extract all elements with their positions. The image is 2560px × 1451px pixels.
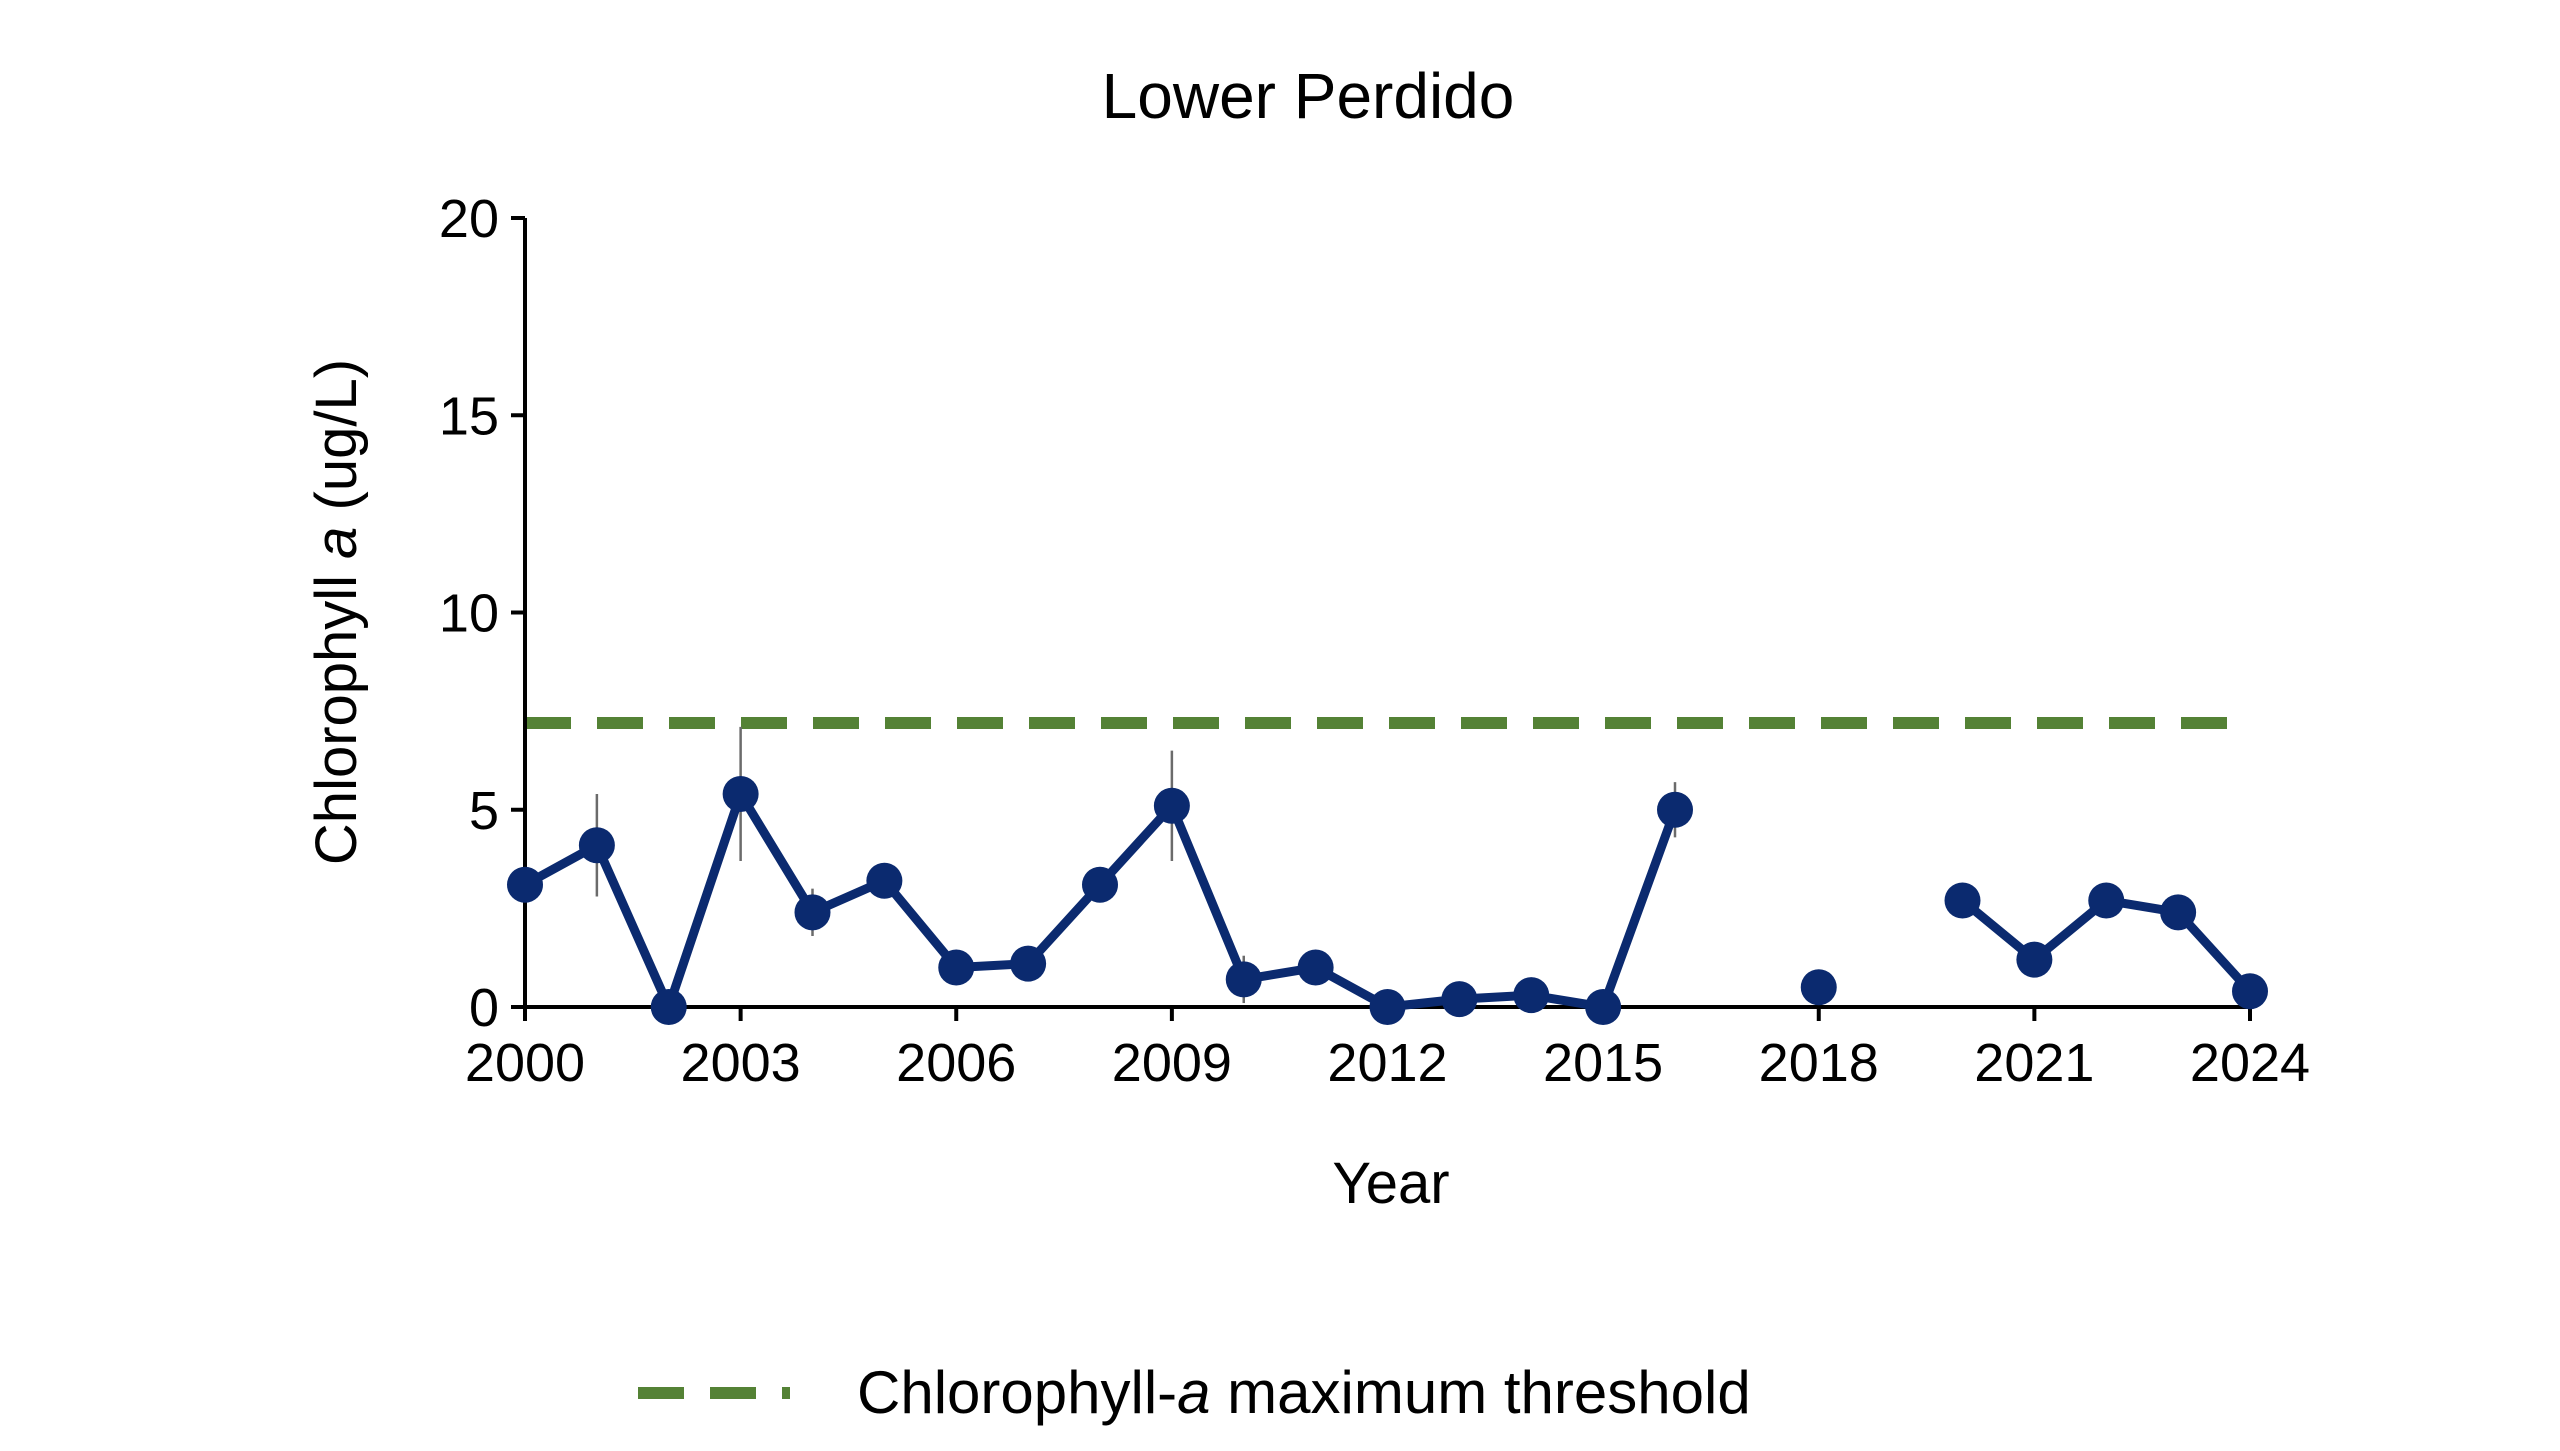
y-tick-label: 5	[469, 781, 499, 841]
data-point	[1082, 866, 1118, 903]
x-axis-title: Year	[1332, 1151, 1449, 1216]
y-axis-title-italic: a	[304, 527, 369, 559]
data-point	[938, 949, 975, 986]
y-axis-title-suffix: (ug/L)	[304, 359, 369, 527]
legend-threshold-label: Chlorophyll-a maximum threshold	[857, 1359, 1751, 1426]
data-point	[1153, 787, 1190, 824]
legend-label-suffix: maximum threshold	[1211, 1359, 1751, 1426]
legend: Chlorophyll-a maximum threshold	[638, 1359, 1751, 1426]
y-axis-title-prefix: Chlorophyll	[304, 559, 369, 865]
data-point	[2232, 973, 2268, 1010]
x-tick-label: 2021	[1974, 1033, 2094, 1093]
data-point	[2016, 941, 2053, 978]
chart-title: Lower Perdido	[1102, 60, 1515, 132]
y-axis-title: Chlorophyll a (ug/L)	[304, 359, 369, 865]
y-tick-label: 0	[469, 978, 499, 1038]
x-tick-label: 2024	[2190, 1033, 2310, 1093]
data-point	[2160, 894, 2197, 931]
series-layer	[507, 726, 2268, 1025]
data-point	[1944, 882, 1981, 919]
data-point	[1800, 969, 1837, 1006]
x-tick-label: 2012	[1327, 1033, 1447, 1093]
x-tick-label: 2000	[465, 1033, 585, 1093]
y-tick-label: 20	[439, 189, 499, 249]
x-tick-label: 2006	[896, 1033, 1016, 1093]
x-tick-label: 2009	[1112, 1033, 1232, 1093]
data-point	[1010, 945, 1047, 982]
data-point	[1441, 981, 1478, 1018]
data-point	[794, 894, 831, 931]
x-tick-label: 2003	[681, 1033, 801, 1093]
data-point	[507, 866, 543, 903]
data-point	[650, 989, 687, 1025]
data-point	[2088, 882, 2125, 919]
data-point	[1297, 949, 1334, 986]
data-point	[578, 827, 615, 864]
data-point	[1369, 989, 1406, 1025]
data-point	[1585, 989, 1622, 1025]
legend-label-prefix: Chlorophyll-	[857, 1359, 1177, 1426]
data-point	[1657, 791, 1693, 828]
x-tick-label: 2018	[1759, 1033, 1879, 1093]
y-tick-label: 15	[439, 386, 499, 446]
x-tick-label: 2015	[1543, 1033, 1663, 1093]
data-point	[866, 862, 903, 899]
axes-layer: 0 5 10 15 20 2000 2003 2006 2009 2012 2015 2018 2021…	[439, 189, 2310, 1093]
data-point	[1225, 961, 1262, 998]
y-tick-label: 10	[439, 584, 499, 644]
legend-label-italic: a	[1177, 1359, 1210, 1426]
data-point	[722, 775, 759, 812]
data-point	[1513, 977, 1550, 1014]
